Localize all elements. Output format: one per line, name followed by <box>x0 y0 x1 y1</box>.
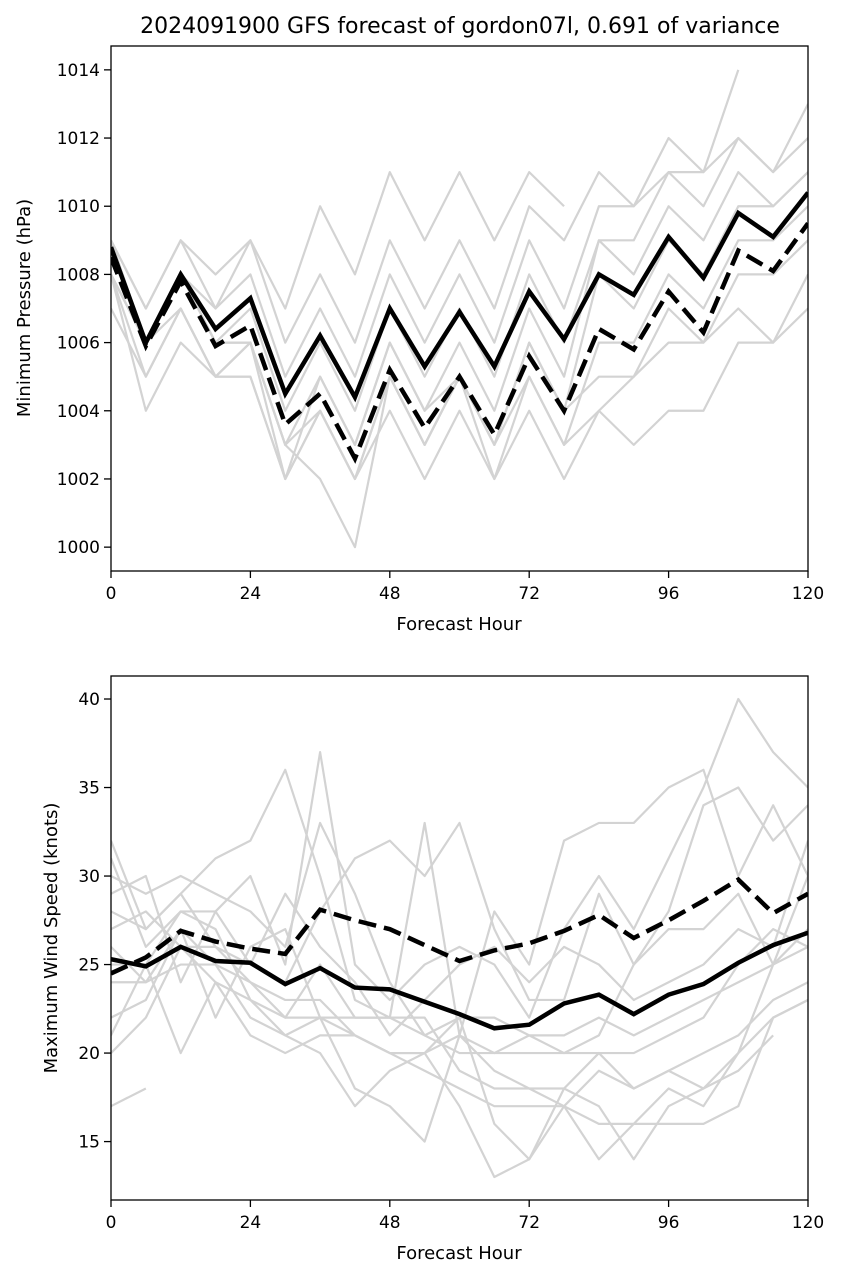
wind-y-tick-label: 40 <box>78 690 100 710</box>
pressure-y-tick-label: 1014 <box>57 61 100 81</box>
wind-x-tick-label: 24 <box>240 1213 262 1233</box>
pressure-solid-line <box>111 191 808 403</box>
wind-x-tick-label: 120 <box>792 1213 824 1233</box>
wind-y-tick-label: 25 <box>78 956 100 976</box>
wind-y-tick-label: 30 <box>78 867 100 887</box>
wind-ensemble-line-11 <box>111 945 808 1161</box>
wind-x-tick-label: 48 <box>379 1213 401 1233</box>
pressure-y-tick-label: 1008 <box>57 265 100 285</box>
pressure-x-tick-label: 0 <box>106 584 117 604</box>
pressure-y-tick-label: 1002 <box>57 470 100 490</box>
pressure-plot-area <box>111 69 808 549</box>
pressure-x-tick-label: 24 <box>240 584 262 604</box>
pressure-y-tick-label: 1012 <box>57 129 100 149</box>
wind-ensemble-line-5 <box>111 821 808 1002</box>
wind-ensemble-line-4 <box>111 786 808 1055</box>
pressure-y-tick-label: 1004 <box>57 402 100 422</box>
wind-y-axis-label: Maximum Wind Speed (knots) <box>41 803 62 1074</box>
wind-y-tick-label: 20 <box>78 1044 100 1064</box>
wind-ensemble-line-12 <box>111 963 774 1179</box>
wind-ensemble-line-9 <box>111 963 808 1108</box>
pressure-y-tick-label: 1000 <box>57 538 100 558</box>
pressure-panel: Forecast Hour Minimum Pressure (hPa) 0 24… <box>14 45 824 635</box>
pressure-x-tick-label: 120 <box>792 584 824 604</box>
pressure-axes-frame <box>110 45 809 572</box>
pressure-x-axis-label: Forecast Hour <box>396 614 522 635</box>
chart-title: 2024091900 GFS forecast of gordon07l, 0.… <box>140 14 780 39</box>
pressure-ensemble-line-3 <box>111 136 808 378</box>
wind-panel: Forecast Hour Maximum Wind Speed (knots)… <box>41 675 824 1264</box>
pressure-x-tick-label: 72 <box>518 584 540 604</box>
wind-ensemble-line-1 <box>111 1087 147 1108</box>
pressure-y-tick-label: 1006 <box>57 334 100 354</box>
pressure-x-tick-label: 48 <box>379 584 401 604</box>
wind-dashed-line <box>111 876 808 976</box>
wind-solid-line <box>111 930 808 1031</box>
wind-y-tick-label: 35 <box>78 779 100 799</box>
pressure-x-tick-label: 96 <box>658 584 680 604</box>
wind-x-tick-label: 0 <box>106 1213 117 1233</box>
pressure-y-axis-label: Minimum Pressure (hPa) <box>14 199 35 417</box>
wind-ensemble-line-13 <box>111 928 808 1161</box>
wind-ensemble-line-10 <box>111 928 808 1125</box>
pressure-dashed-line <box>111 221 808 464</box>
pressure-ensemble-line-8 <box>111 239 808 481</box>
wind-x-tick-label: 96 <box>658 1213 680 1233</box>
wind-y-tick-label: 15 <box>78 1133 100 1153</box>
pressure-ensemble-line-1 <box>111 171 565 310</box>
wind-plot-area <box>111 697 808 1179</box>
pressure-y-tick-label: 1010 <box>57 197 100 217</box>
wind-x-tick-label: 72 <box>518 1213 540 1233</box>
wind-axes-frame <box>110 675 809 1201</box>
wind-x-axis-label: Forecast Hour <box>396 1243 522 1264</box>
